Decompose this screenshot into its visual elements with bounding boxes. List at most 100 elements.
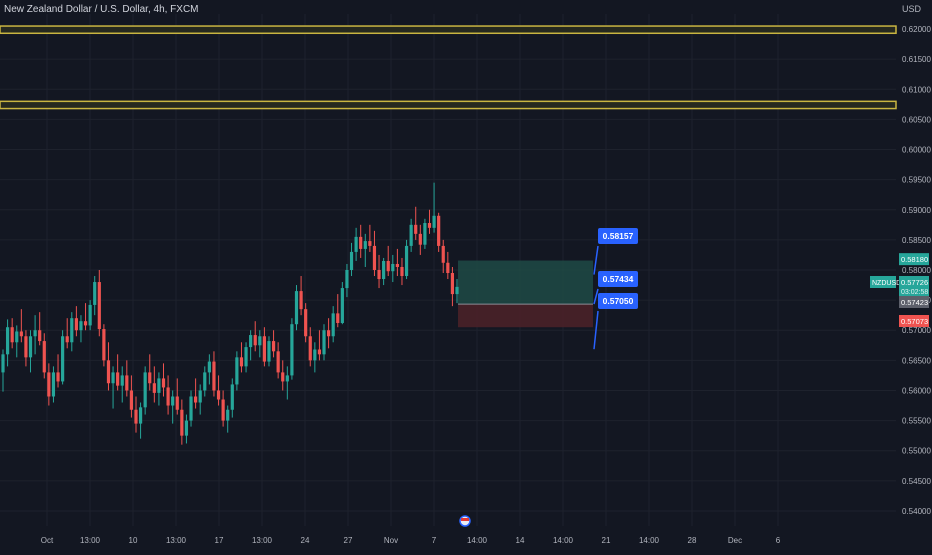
candle-body [446, 262, 450, 274]
x-tick-label: 27 [344, 536, 353, 545]
y-tick-label: 0.59500 [902, 176, 931, 185]
x-tick-label: Oct [41, 536, 54, 545]
x-tick-label: 14:00 [467, 536, 488, 545]
y-tick-label: 0.58000 [902, 266, 931, 275]
candle-body [368, 241, 372, 246]
x-tick-label: Dec [728, 536, 742, 545]
candle-body [28, 336, 33, 358]
candle-body [359, 236, 363, 249]
price-callout[interactable] [598, 293, 638, 309]
candle-body [239, 357, 244, 367]
price-callout-text: 0.57050 [603, 296, 634, 306]
candle-body [15, 331, 19, 343]
candle-body [299, 291, 303, 310]
candle-body [313, 349, 317, 361]
resistance-zones [0, 25, 897, 110]
events[interactable] [459, 515, 471, 527]
candle-body [212, 361, 216, 391]
candle-body [70, 318, 74, 343]
candle-body [152, 383, 156, 393]
candle-body [253, 335, 257, 346]
y-tick-label: 0.55000 [902, 447, 931, 456]
candle-body [61, 336, 65, 382]
candle-body [340, 288, 344, 324]
candle-body [322, 330, 326, 355]
target-price-tag-text: 0.58180 [901, 255, 928, 264]
candle-body [5, 327, 10, 355]
time-axis[interactable]: Oct 13:00 10 13:00 17 13:00 24 27 Nov 7 14:00 14 14:… [41, 536, 781, 545]
candle-body [221, 399, 225, 421]
x-tick-label: 14 [516, 536, 525, 545]
entry-price-tag[interactable] [899, 296, 929, 308]
candle-body [409, 224, 413, 246]
candle-body [317, 349, 322, 355]
price-callouts[interactable]: 0.58157 0.57434 0.57050 [593, 228, 638, 350]
x-tick-label: 13:00 [166, 536, 187, 545]
currency-label: USD [902, 4, 922, 14]
candle-body [116, 372, 120, 386]
x-tick-label: 17 [215, 536, 224, 545]
x-tick-label: 28 [688, 536, 697, 545]
candle-body [258, 336, 262, 346]
candle-body [33, 330, 37, 337]
candle-body [404, 245, 409, 277]
candle-body [349, 251, 354, 270]
x-tick-label: 24 [301, 536, 310, 545]
candle-body [377, 270, 381, 280]
x-tick-label: Nov [384, 536, 398, 545]
candle-body [102, 329, 106, 361]
candle-body [308, 336, 312, 361]
price-axis[interactable]: 0.62000 0.61500 0.61000 0.60500 0.60000 0.595… [870, 25, 931, 516]
candle-body [171, 396, 175, 406]
candle-body [285, 375, 289, 382]
candle-body [363, 241, 367, 249]
target-price-tag[interactable] [899, 253, 929, 266]
candle-body [290, 324, 294, 376]
candle-body [414, 224, 418, 234]
candle-body [111, 372, 115, 384]
current-price-text: 0.57726 [901, 278, 928, 287]
candle-body [207, 361, 211, 373]
candle-body [427, 223, 432, 228]
candle-body [88, 304, 92, 326]
callout-pointer [593, 245, 599, 275]
candle-body [157, 378, 161, 393]
candle-body [56, 372, 60, 382]
candle-body [400, 266, 404, 277]
current-price-tag[interactable] [899, 276, 929, 297]
y-tick-label: 0.61000 [902, 85, 931, 94]
candle-body [19, 331, 23, 337]
y-tick-label: 0.57000 [902, 326, 931, 335]
y-tick-label: 0.55500 [902, 417, 931, 426]
candle-body [395, 263, 399, 267]
candle-body [42, 341, 46, 373]
candle-body [148, 372, 152, 384]
candle-body [418, 233, 422, 245]
candle-body [143, 372, 147, 408]
symbol-tag-text: NZDUSD [872, 280, 901, 287]
price-callout[interactable] [598, 271, 638, 287]
candle-body [97, 282, 101, 330]
candle-body [382, 260, 386, 280]
stop-price-tag[interactable] [899, 315, 929, 327]
candle-body [65, 336, 69, 343]
candle-body [345, 270, 349, 289]
resistance-zone [0, 100, 897, 110]
candle-body [203, 372, 207, 391]
price-callout-text: 0.58157 [603, 231, 634, 241]
x-tick-label: 7 [432, 536, 437, 545]
target-zone[interactable] [458, 260, 593, 305]
price-callout[interactable] [598, 228, 638, 244]
symbol-tag[interactable] [870, 276, 896, 288]
x-tick-label: 10 [129, 536, 138, 545]
candle-body [1, 354, 5, 373]
us-flag-stripe [461, 518, 469, 521]
position-tool[interactable] [458, 260, 593, 328]
candle-body [391, 263, 395, 272]
chart-title: New Zealand Dollar / U.S. Dollar, 4h, FX… [4, 4, 199, 15]
candle-body [326, 330, 331, 337]
candle-body [354, 236, 358, 252]
stop-zone[interactable] [458, 304, 593, 328]
